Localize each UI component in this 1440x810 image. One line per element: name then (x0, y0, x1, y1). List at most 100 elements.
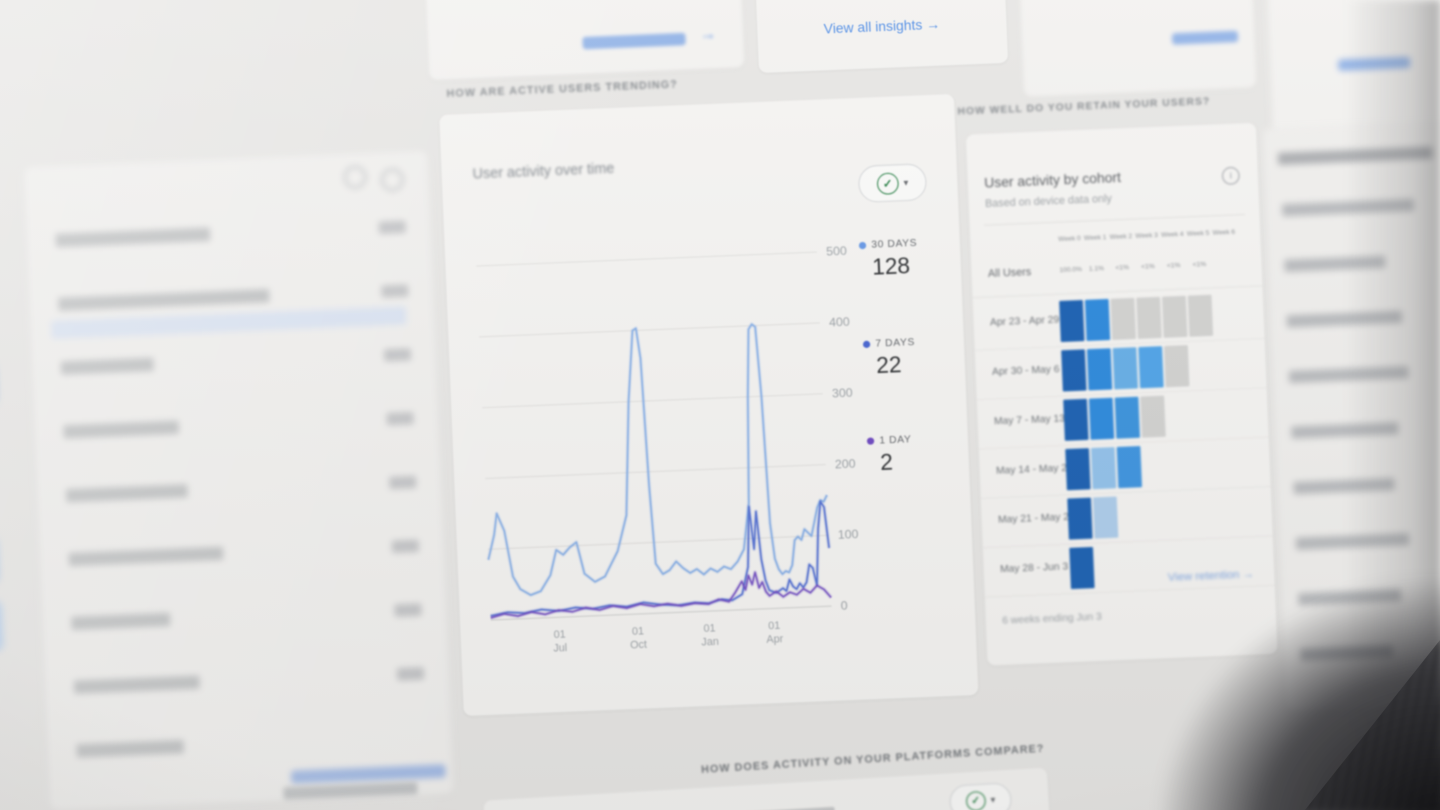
chart-legend: 30 DAYS 128 7 DAYS 22 1 DAY 2 (858, 228, 969, 572)
info-icon[interactable]: i (1221, 166, 1240, 185)
all-users-value: 100.0% (1059, 266, 1083, 274)
nav-chip[interactable] (0, 601, 4, 652)
card-report-link[interactable] (290, 764, 446, 784)
list-item[interactable] (1284, 244, 1440, 283)
cohort-cell[interactable] (1088, 397, 1115, 440)
list-item[interactable] (73, 658, 425, 703)
cohort-row: May 28 - Jun 3 (982, 536, 1275, 598)
chart-status-control[interactable]: ✓ ▾ (948, 782, 1013, 810)
list-item[interactable] (76, 722, 427, 767)
list-item[interactable] (63, 403, 414, 448)
blurred-link[interactable] (582, 32, 686, 50)
cohort-cell[interactable] (1162, 295, 1188, 338)
gridline (479, 322, 820, 338)
week-header: Week 6 (1212, 229, 1236, 237)
series-line-7-days (490, 499, 832, 618)
legend-item[interactable]: 7 DAYS 22 (862, 337, 917, 380)
view-all-insights-link[interactable]: View all insights → (823, 16, 941, 37)
legend-dot-icon (862, 340, 871, 349)
legend-dot-icon (858, 241, 867, 250)
week-header: Week 0 (1058, 235, 1081, 243)
legend-item[interactable]: 1 DAY 2 (866, 433, 913, 477)
week-header: Week 3 (1135, 232, 1158, 240)
cohort-cell[interactable] (1112, 347, 1138, 390)
chart-title: User activity over time (472, 159, 615, 182)
user-activity-card: User activity over time ✓ ▾ 0 100 200 300 40… (439, 93, 979, 717)
list-item[interactable] (1288, 355, 1440, 394)
list-item[interactable] (1295, 521, 1440, 560)
cohort-row-label: Apr 23 - Apr 29 (989, 314, 1060, 329)
cohort-row-label: May 7 - May 13 (993, 413, 1066, 428)
cohort-week-headers: Week 0 Week 1 Week 2 Week 3 Week 4 Week 5 Week… (1056, 229, 1236, 244)
cohort-row-label: May 21 - May 27 (997, 511, 1075, 527)
cohort-cell[interactable] (1187, 294, 1214, 337)
y-axis-tick: 300 (832, 386, 853, 401)
row-label: All Users (987, 265, 1032, 281)
cohort-cell[interactable] (1164, 345, 1190, 388)
list-item[interactable] (60, 339, 412, 384)
blurred-link[interactable] (1337, 56, 1411, 71)
check-circle-icon: ✓ (876, 171, 899, 195)
card-title-blurred (1277, 146, 1433, 166)
arrow-right-icon: → (925, 16, 941, 33)
cohort-cell[interactable] (1065, 448, 1091, 491)
cohort-all-users-row: All Users 100.0% 1.1% <1% <1% <1% <1% (970, 244, 1263, 299)
gridline (490, 605, 832, 621)
legend-value: 128 (871, 252, 911, 280)
chart-status-control[interactable]: ✓ ▾ (857, 163, 928, 203)
gridline (476, 251, 817, 267)
list-item[interactable] (1300, 633, 1440, 672)
cohort-cell[interactable] (1116, 446, 1143, 489)
right-list-card (1262, 119, 1440, 712)
legend-value: 2 (879, 448, 894, 476)
legend-label: 30 DAYS (871, 237, 918, 251)
cohort-cell[interactable] (1084, 298, 1111, 342)
list-item[interactable] (1297, 577, 1440, 616)
cohort-cell[interactable] (1110, 297, 1136, 340)
list-item[interactable] (1286, 299, 1440, 338)
legend-item[interactable]: 30 DAYS 128 (858, 237, 919, 282)
list-item[interactable] (1291, 410, 1440, 449)
legend-label: 1 DAY (879, 433, 912, 447)
cohort-cell[interactable] (1067, 497, 1093, 540)
cohort-cell[interactable] (1069, 546, 1095, 590)
all-users-value: <1% (1166, 262, 1181, 270)
all-users-value: <1% (1192, 261, 1207, 269)
x-axis-tick: 01Jul (553, 629, 568, 655)
cohort-card: User activity by cohort Based on device … (965, 122, 1278, 666)
y-axis-tick: 100 (838, 527, 859, 542)
cohort-cell[interactable] (1090, 447, 1117, 490)
legend-dot-icon (866, 437, 875, 445)
cohort-cell[interactable] (1061, 349, 1087, 392)
list-item[interactable] (71, 594, 422, 639)
cohort-row-label: Apr 30 - May 6 (991, 363, 1060, 378)
cohort-cell[interactable] (1063, 398, 1089, 441)
cohort-row-label: May 28 - Jun 3 (999, 561, 1069, 576)
series-line-30-days (487, 323, 828, 596)
top-card (1264, 0, 1440, 137)
card-action-icon[interactable] (343, 165, 367, 190)
all-users-value: <1% (1115, 264, 1130, 272)
blurred-link[interactable] (1171, 30, 1239, 45)
cohort-cell[interactable] (1059, 299, 1085, 343)
cohort-cell[interactable] (1092, 496, 1119, 539)
cohort-heatmap: Apr 23 - Apr 29 Apr 30 - May 6 May 7 - May… (972, 289, 1275, 598)
list-item[interactable] (68, 530, 419, 575)
week-header: Week 5 (1186, 230, 1210, 238)
gridline (487, 534, 829, 550)
card-menu-icon[interactable] (380, 168, 405, 192)
list-item[interactable] (1293, 466, 1440, 505)
cohort-footer-note: 6 weeks ending Jun 3 (1001, 611, 1102, 627)
y-axis-tick: 500 (826, 244, 847, 259)
cohort-cell[interactable] (1086, 348, 1113, 391)
cohort-cell[interactable] (1138, 346, 1164, 389)
cohort-cell[interactable] (1140, 395, 1166, 438)
list-item[interactable] (65, 466, 417, 511)
week-header: Week 1 (1083, 234, 1107, 242)
gridline (484, 463, 826, 479)
cohort-cell[interactable] (1114, 396, 1141, 439)
list-item[interactable] (1281, 188, 1440, 227)
list-item[interactable] (55, 211, 406, 256)
cohort-cell[interactable] (1136, 296, 1162, 339)
